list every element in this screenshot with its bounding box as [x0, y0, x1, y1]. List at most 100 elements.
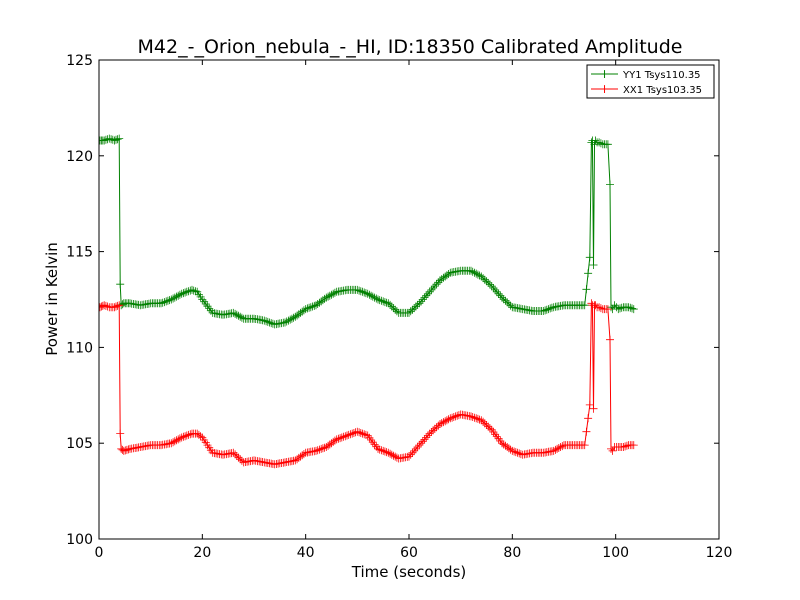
series-0-marker-82 — [232, 310, 241, 319]
series-0-marker-121 — [299, 306, 308, 315]
series-0-marker-186 — [411, 302, 420, 311]
series-0-marker-199 — [434, 278, 443, 287]
series-1-marker-11 — [113, 301, 122, 310]
series-1-marker-129 — [313, 446, 322, 455]
series-1-marker-294 — [595, 303, 604, 312]
series-1-marker-132 — [318, 444, 327, 453]
series-0-marker-11 — [113, 135, 122, 144]
series-1-marker-188 — [415, 441, 424, 450]
series-1-marker-155 — [358, 429, 367, 438]
series-0-marker-263 — [544, 305, 553, 314]
series-0-marker-285 — [582, 285, 591, 294]
series-1-marker-41 — [162, 440, 171, 449]
series-0-marker-58 — [191, 287, 200, 296]
series-0-marker-230 — [487, 282, 496, 291]
series-0-marker-198 — [432, 280, 441, 289]
series-0-marker-6 — [105, 134, 114, 143]
series-1-marker-284 — [580, 441, 589, 450]
y-tick-label-1: 105 — [66, 436, 93, 452]
series-1-marker-314 — [629, 441, 638, 450]
series-1-marker-301 — [607, 444, 615, 453]
series-0-marker-232 — [491, 285, 500, 294]
series-0-marker-225 — [479, 274, 488, 283]
series-1-marker-121 — [299, 450, 308, 459]
series-0-marker-266 — [549, 303, 558, 312]
series-1-marker-308 — [619, 443, 628, 451]
series-0-marker-168 — [380, 298, 389, 307]
series-0-marker-238 — [501, 296, 510, 305]
series-1-marker-166 — [377, 446, 386, 455]
series-0-marker-300 — [606, 180, 614, 189]
series-1-marker-242 — [508, 446, 517, 455]
legend: + YY1 Tsys110.35 + XX1 Tsys103.35 — [586, 64, 715, 99]
series-0-marker-83 — [234, 311, 243, 320]
axes-background — [99, 60, 719, 539]
series-1-marker-285 — [582, 427, 591, 436]
x-tick-label-5: 100 — [602, 545, 629, 561]
series-0-marker-184 — [408, 305, 417, 314]
series-0-marker-219 — [468, 267, 477, 276]
series-0-marker-241 — [506, 301, 515, 310]
plot-area: 0 20 40 60 80 100 120 100 105 110 115 120 125 — [66, 53, 732, 561]
series-1-marker-148 — [346, 430, 355, 439]
series-1-marker-193 — [423, 431, 432, 440]
legend-marker-xx1: + — [599, 82, 609, 96]
legend-label-yy1: YY1 Tsys110.35 — [622, 70, 701, 81]
series-0-marker-175 — [392, 307, 401, 316]
series-1-marker-133 — [320, 443, 329, 452]
series-0-marker-135 — [324, 292, 333, 301]
series-1-marker-61 — [196, 432, 205, 441]
series-1-marker-142 — [336, 434, 345, 443]
series-1-marker-205 — [444, 415, 453, 424]
series-0-marker-314 — [629, 305, 638, 314]
series-1-marker-170 — [384, 448, 393, 457]
series-0-marker-226 — [480, 275, 489, 284]
series-0-marker-182 — [405, 308, 413, 317]
series-0-marker-156 — [360, 288, 369, 297]
series-1-marker-222 — [473, 414, 482, 423]
series-1-marker-131 — [317, 444, 326, 453]
series-0-marker-312 — [626, 303, 635, 312]
series-1-marker-224 — [477, 416, 486, 425]
y-tick-label-0: 100 — [66, 532, 93, 548]
series-0-marker-101 — [265, 318, 274, 327]
x-axis-label: Time (seconds) — [351, 563, 467, 581]
series-1-marker-190 — [418, 437, 427, 446]
series-0-marker-159 — [365, 290, 374, 299]
series-1-marker-186 — [411, 444, 420, 453]
series-0-marker-240 — [504, 300, 513, 308]
series-0-marker-295 — [596, 139, 605, 148]
series-0-marker-80 — [229, 308, 238, 317]
chart-title: M42_-_Orion_nebula_-_HI, ID:18350 Calibr… — [138, 36, 683, 58]
series-0-marker-284 — [580, 301, 589, 310]
series-0-marker-110 — [281, 318, 289, 327]
series-0 — [99, 134, 638, 329]
x-tick-label-3: 60 — [400, 545, 418, 561]
series-1-marker-246 — [515, 449, 524, 458]
series-1-marker-295 — [596, 304, 605, 313]
legend-box — [586, 64, 715, 99]
series-0-marker-84 — [236, 312, 245, 321]
x-tick-label-1: 20 — [193, 545, 211, 561]
series-1-marker-152 — [353, 427, 362, 436]
series-0-marker-294 — [595, 138, 604, 147]
series-0-marker-99 — [262, 317, 271, 326]
series-1-marker-299 — [603, 305, 612, 314]
series-1-marker-192 — [422, 433, 431, 442]
series-0-marker-10 — [112, 135, 120, 144]
series-0-marker-20 — [126, 299, 134, 308]
series-1-marker-245 — [513, 448, 522, 457]
series-1-marker-171 — [386, 449, 395, 458]
series-0-marker-138 — [329, 289, 338, 298]
series-0-marker-13 — [116, 280, 125, 289]
series-0-marker-127 — [310, 301, 319, 310]
series-1-marker-168 — [380, 447, 389, 456]
series-1-marker-229 — [485, 424, 494, 433]
series-0-marker-307 — [617, 303, 626, 312]
series-0-marker-220 — [470, 268, 479, 277]
series-0-marker-262 — [542, 305, 551, 314]
legend-label-xx1: XX1 Tsys103.35 — [623, 85, 702, 96]
series-1-marker-44 — [167, 439, 176, 448]
series-1-marker-167 — [379, 446, 388, 455]
series-1-marker-184 — [408, 448, 417, 457]
